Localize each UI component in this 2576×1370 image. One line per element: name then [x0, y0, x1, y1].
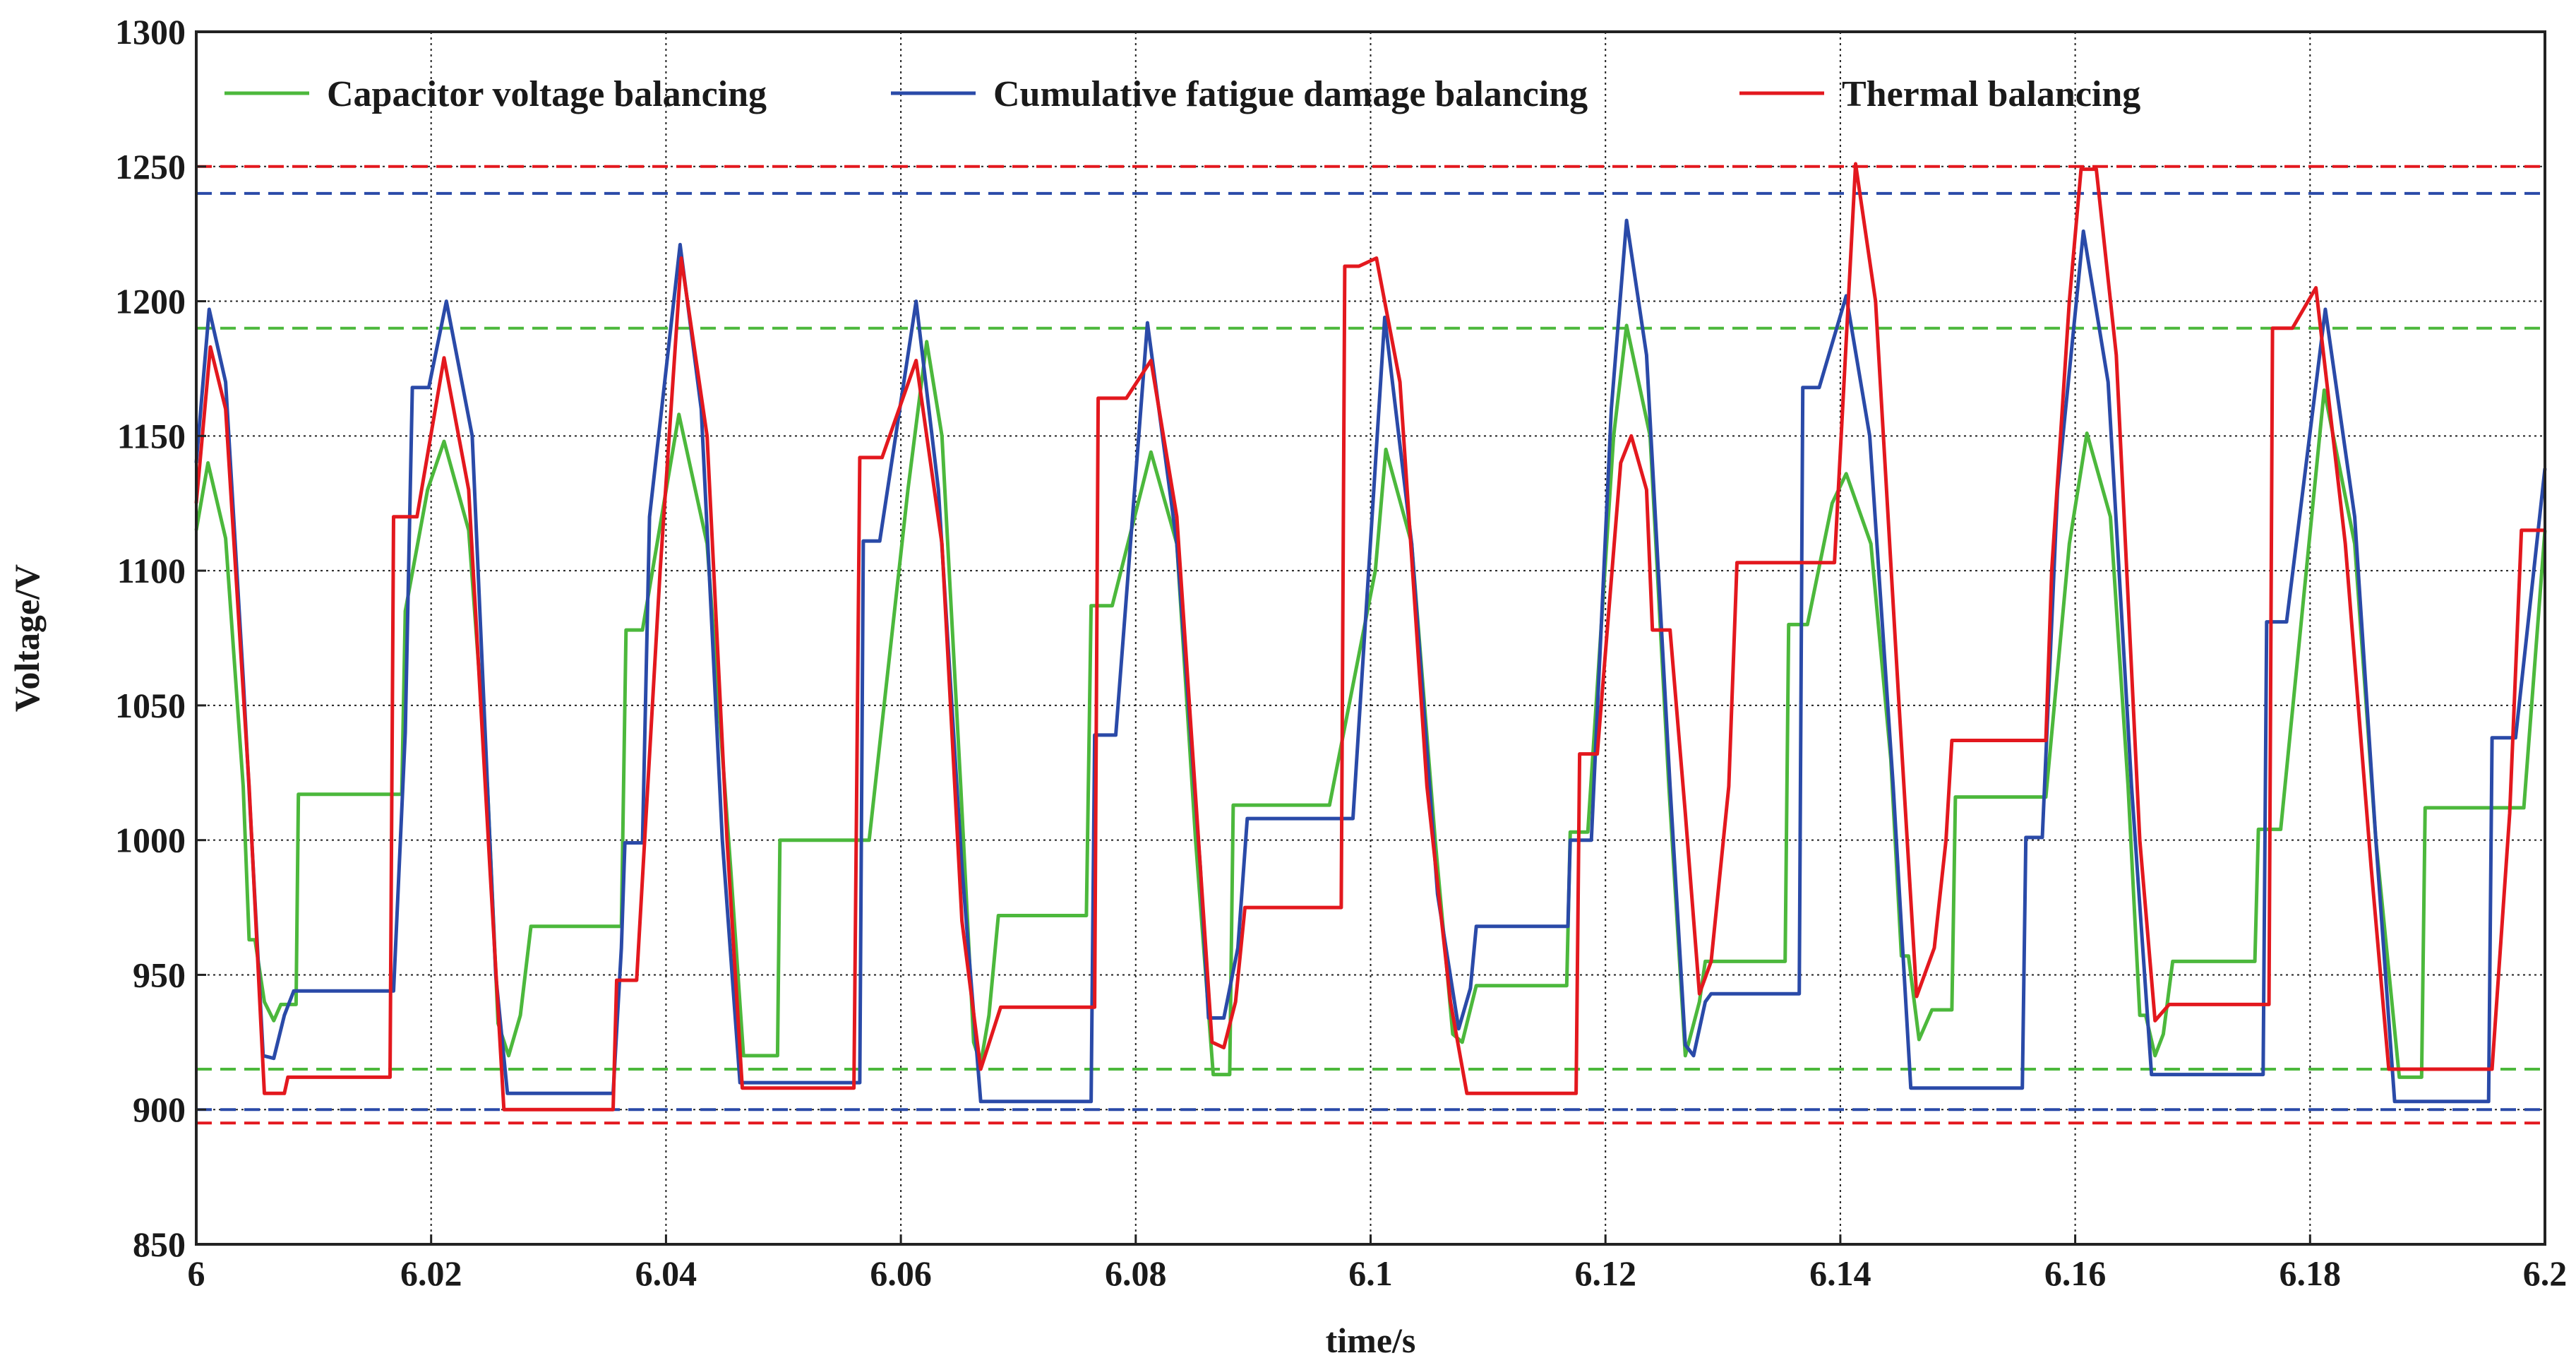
- y-tick-label: 1200: [115, 282, 186, 321]
- legend-label: Thermal balancing: [1842, 74, 2140, 114]
- x-tick-label: 6.12: [1574, 1253, 1636, 1293]
- x-tick-label: 6.1: [1348, 1253, 1393, 1293]
- x-tick-label: 6.2: [2523, 1253, 2568, 1293]
- x-tick-label: 6.02: [400, 1253, 462, 1293]
- legend-label: Capacitor voltage balancing: [327, 74, 767, 114]
- data-series: [194, 162, 2547, 1112]
- legend-label: Cumulative fatigue damage balancing: [993, 74, 1588, 114]
- tick-labels: 6 6.02 6.04 6.06 6.08 6.1 6.12 6.14 6.16 6.18 6.2 8…: [115, 12, 2567, 1293]
- grid-lines: [196, 32, 2545, 1244]
- series-line-3: [194, 162, 2545, 1112]
- y-tick-label: 850: [133, 1225, 186, 1264]
- y-tick-label: 1150: [117, 416, 186, 455]
- y-tick-label: 1050: [115, 686, 186, 725]
- y-tick-label: 1300: [115, 12, 186, 52]
- x-tick-label: 6.08: [1105, 1253, 1167, 1293]
- y-tick-label: 1250: [115, 147, 186, 186]
- x-tick-label: 6.06: [870, 1253, 932, 1293]
- x-tick-label: 6.14: [1809, 1253, 1871, 1293]
- legend: Capacitor voltage balancing Cumulative fa…: [224, 74, 2140, 114]
- x-tick-label: 6.18: [2280, 1253, 2342, 1293]
- x-axis-title: time/s: [1326, 1321, 1416, 1360]
- x-tick-label: 6.04: [635, 1253, 697, 1293]
- y-axis-title: Voltage/V: [7, 564, 47, 712]
- y-tick-label: 900: [133, 1090, 186, 1129]
- y-tick-label: 1100: [117, 551, 186, 590]
- x-tick-label: 6.16: [2044, 1253, 2107, 1293]
- y-tick-label: 1000: [115, 821, 186, 860]
- x-tick-label: 6: [188, 1253, 205, 1293]
- y-tick-label: 950: [133, 955, 186, 994]
